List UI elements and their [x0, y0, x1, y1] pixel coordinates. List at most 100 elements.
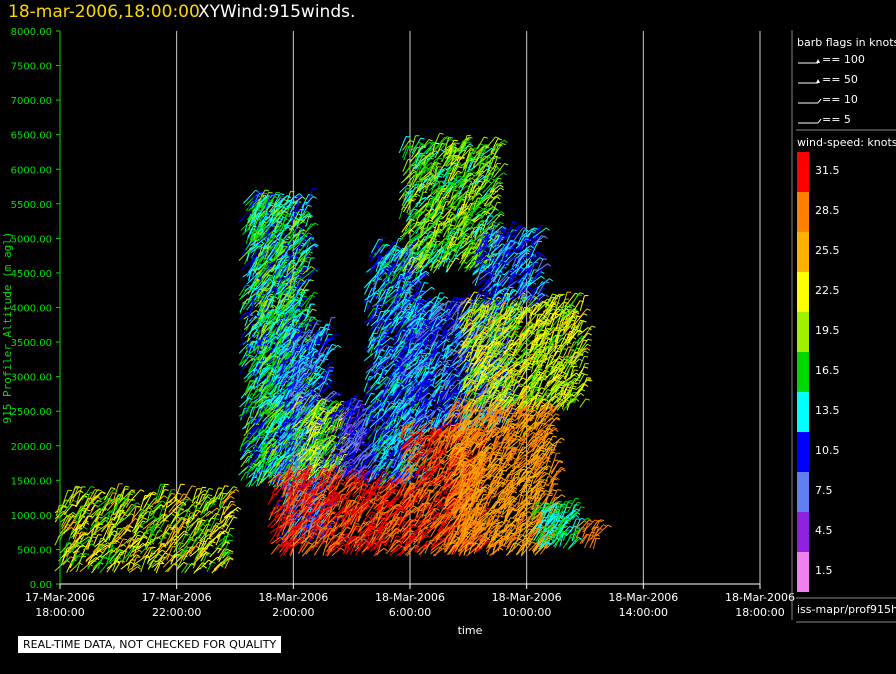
wind-barb	[131, 508, 142, 521]
wind-barb	[90, 500, 99, 511]
wind-barb	[107, 494, 121, 506]
wind-barb	[124, 502, 138, 515]
wind-barb	[252, 238, 264, 251]
wind-barb	[250, 417, 261, 432]
wind-barb-flag	[177, 492, 182, 495]
wind-barb-flag	[321, 396, 327, 399]
wind-barb	[169, 516, 177, 526]
wind-barb	[238, 288, 248, 301]
wind-barb-flag	[208, 559, 213, 563]
wind-barb	[199, 537, 209, 555]
wind-barb-flag	[149, 546, 154, 550]
wind-barb	[208, 556, 218, 565]
wind-barb-flag	[321, 368, 326, 371]
gridlines	[176, 31, 761, 584]
wind-barb	[184, 562, 193, 574]
wind-barb	[256, 278, 270, 289]
wind-barb	[265, 376, 276, 390]
wind-barb	[246, 342, 256, 351]
wind-barb	[94, 538, 105, 548]
wind-barb	[154, 495, 165, 505]
wind-barb-flag	[283, 199, 288, 202]
wind-barb-flag	[265, 354, 270, 357]
wind-barb	[246, 211, 255, 221]
wind-barb-flag	[215, 512, 220, 516]
wind-barb-flag	[255, 437, 260, 441]
wind-barb-flag	[274, 457, 279, 460]
wind-barb	[145, 539, 152, 551]
wind-barb	[261, 322, 270, 334]
wind-barb	[119, 499, 130, 513]
wind-barb	[244, 358, 254, 366]
wind-barb-flag	[84, 552, 89, 556]
wind-barb	[94, 509, 103, 523]
wind-barb	[91, 562, 100, 574]
wind-barb-flag	[111, 549, 115, 553]
wind-barb-flag	[317, 341, 322, 344]
wind-barb	[198, 523, 208, 539]
wind-barb	[125, 539, 132, 551]
wind-barb	[255, 380, 265, 388]
wind-barb	[102, 523, 111, 539]
wind-barb-flag	[168, 553, 173, 557]
wind-barb	[241, 241, 251, 256]
wind-barb-flag	[135, 505, 140, 509]
wind-barb-flag	[246, 284, 251, 287]
wind-barb-flag	[312, 239, 316, 243]
wind-barb-flag	[88, 515, 93, 518]
wind-barb-flag	[313, 317, 318, 321]
wind-barb	[170, 528, 176, 542]
wind-barb	[192, 503, 198, 521]
wind-barb	[262, 387, 274, 396]
wind-barb-flag	[317, 320, 322, 322]
wind-barb	[263, 462, 271, 476]
wind-barb	[244, 444, 255, 453]
wind-barb	[72, 527, 79, 540]
wind-barb-flag	[171, 489, 176, 491]
wind-barb	[271, 367, 277, 381]
wind-barb	[256, 340, 263, 357]
wind-barb	[215, 539, 226, 550]
wind-barb	[261, 442, 269, 454]
wind-barb	[192, 519, 203, 536]
wind-barb	[176, 493, 184, 506]
wind-barb	[244, 386, 252, 396]
wind-barb-flag	[307, 232, 312, 235]
wind-barb	[271, 443, 281, 457]
wind-barb-flag	[112, 547, 117, 549]
wind-barb	[127, 505, 137, 516]
wind-barb	[247, 307, 253, 319]
wind-barb	[177, 555, 185, 569]
wind-barb	[194, 495, 208, 508]
wind-barb	[183, 485, 193, 500]
wind-barb	[197, 520, 203, 531]
wind-barb	[252, 443, 260, 455]
wind-barb	[167, 563, 174, 573]
wind-barb-flag	[215, 518, 220, 520]
wind-barb	[266, 445, 276, 453]
wind-barb	[199, 533, 210, 542]
wind-barb	[320, 337, 330, 347]
wind-barb	[258, 410, 267, 423]
wind-barb-flag	[189, 538, 194, 542]
wind-barb-flag	[225, 541, 230, 544]
wind-barb	[121, 488, 125, 500]
wind-barb	[116, 510, 121, 523]
wind-barb-flag	[283, 242, 288, 246]
wind-barb	[132, 554, 148, 566]
wind-barb	[216, 548, 225, 561]
wind-barb	[81, 486, 92, 501]
wind-barb	[258, 380, 267, 392]
wind-barb	[255, 222, 262, 237]
wind-barb-flag	[170, 512, 175, 517]
wind-barb-flag	[142, 517, 147, 520]
wind-barb	[113, 528, 119, 543]
wind-barb	[247, 226, 254, 238]
wind-barb	[202, 488, 210, 500]
wind-barb-flag	[282, 213, 287, 217]
wind-barb	[72, 544, 83, 554]
wind-barb	[111, 527, 125, 542]
wind-barb-flag	[307, 315, 312, 319]
wind-barb	[199, 519, 208, 529]
wind-barb	[93, 534, 99, 546]
